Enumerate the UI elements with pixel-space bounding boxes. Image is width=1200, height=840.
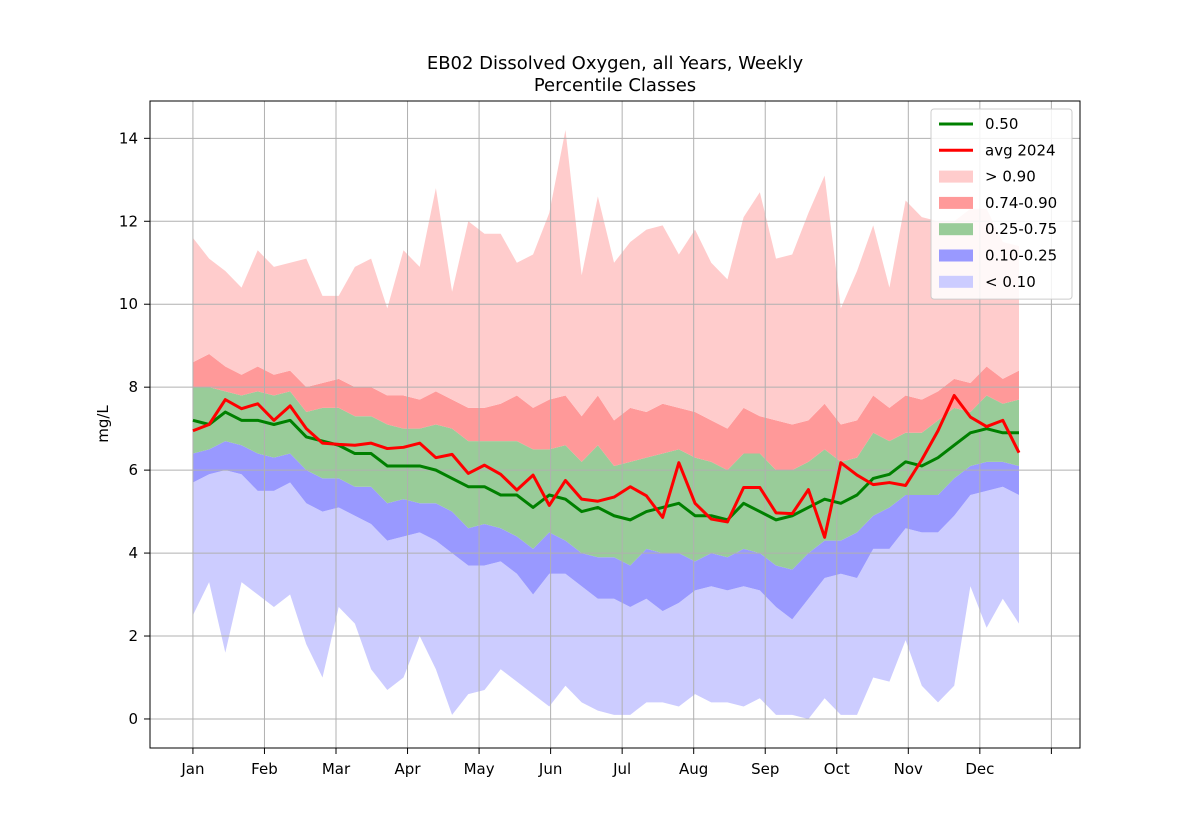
y-tick-label: 2 xyxy=(128,627,138,645)
y-tick-label: 0 xyxy=(128,710,138,728)
x-tick-label: Jul xyxy=(612,760,631,778)
x-tick-label: Mar xyxy=(322,760,351,778)
band-0-25-0-75 xyxy=(192,387,1019,570)
x-tick-label: Oct xyxy=(824,760,850,778)
x-tick-label: Sep xyxy=(751,760,779,778)
legend-label: > 0.90 xyxy=(985,168,1036,186)
legend-label: 0.10-0.25 xyxy=(985,247,1057,265)
legend-swatch xyxy=(939,170,973,183)
x-tick-label: Jun xyxy=(538,760,562,778)
legend-item-0-50: 0.50 xyxy=(939,115,1018,133)
y-tick-label: 6 xyxy=(128,461,138,479)
percentile-bands xyxy=(192,130,1019,719)
x-tick-label: Nov xyxy=(894,760,923,778)
series-lines xyxy=(192,393,1021,539)
legend-item-0-25-0-75: 0.25-0.75 xyxy=(939,220,1057,238)
band-0-90 xyxy=(192,130,1019,429)
band-0-10 xyxy=(192,470,1019,719)
series-line-avg-2024 xyxy=(192,393,1021,539)
legend-item-0-74-0-90: 0.74-0.90 xyxy=(939,194,1057,212)
plot-frame xyxy=(149,100,1081,749)
legend-label: avg 2024 xyxy=(985,141,1056,159)
y-tick-label: 4 xyxy=(128,544,138,562)
chart-title: EB02 Dissolved Oxygen, all Years, Weekly xyxy=(427,53,804,74)
x-tick-label: Apr xyxy=(395,760,422,778)
legend-swatch xyxy=(939,223,973,236)
legend-item-0-10: < 0.10 xyxy=(939,273,1036,291)
legend-swatch xyxy=(939,275,973,288)
chart-subtitle: Percentile Classes xyxy=(534,75,696,96)
band-0-10-0-25 xyxy=(192,441,1019,620)
legend-item-avg-2024: avg 2024 xyxy=(939,141,1056,159)
legend-label: 0.74-0.90 xyxy=(985,194,1057,212)
x-tick-label: Aug xyxy=(679,760,708,778)
band-0-74-0-90 xyxy=(192,353,1019,471)
legend-label: 0.50 xyxy=(985,115,1018,133)
legend-item-0-90: > 0.90 xyxy=(939,168,1036,186)
x-tick-label: Dec xyxy=(965,760,994,778)
axis-ticks: Jan Feb Mar Apr May Jun Jul Aug Sep Oct Nov Dec 0 2 4 6… xyxy=(119,129,1052,778)
legend-label: < 0.10 xyxy=(985,273,1036,291)
legend: 0.50 avg 2024 > 0.90 0.74-0.90 0.25-0.75 0.10… xyxy=(930,108,1073,300)
y-tick-label: 8 xyxy=(128,378,138,396)
legend-item-0-10-0-25: 0.10-0.25 xyxy=(939,247,1057,265)
x-tick-label: Feb xyxy=(251,760,278,778)
x-tick-label: Jan xyxy=(180,760,204,778)
y-tick-label: 10 xyxy=(119,295,138,313)
y-tick-label: 12 xyxy=(119,212,138,230)
legend-swatch xyxy=(939,196,973,209)
legend-label: 0.25-0.75 xyxy=(985,220,1057,238)
legend-swatch xyxy=(939,249,973,262)
y-tick-label: 14 xyxy=(119,129,138,147)
x-tick-label: May xyxy=(464,760,495,778)
y-axis-label: mg/L xyxy=(94,405,112,443)
